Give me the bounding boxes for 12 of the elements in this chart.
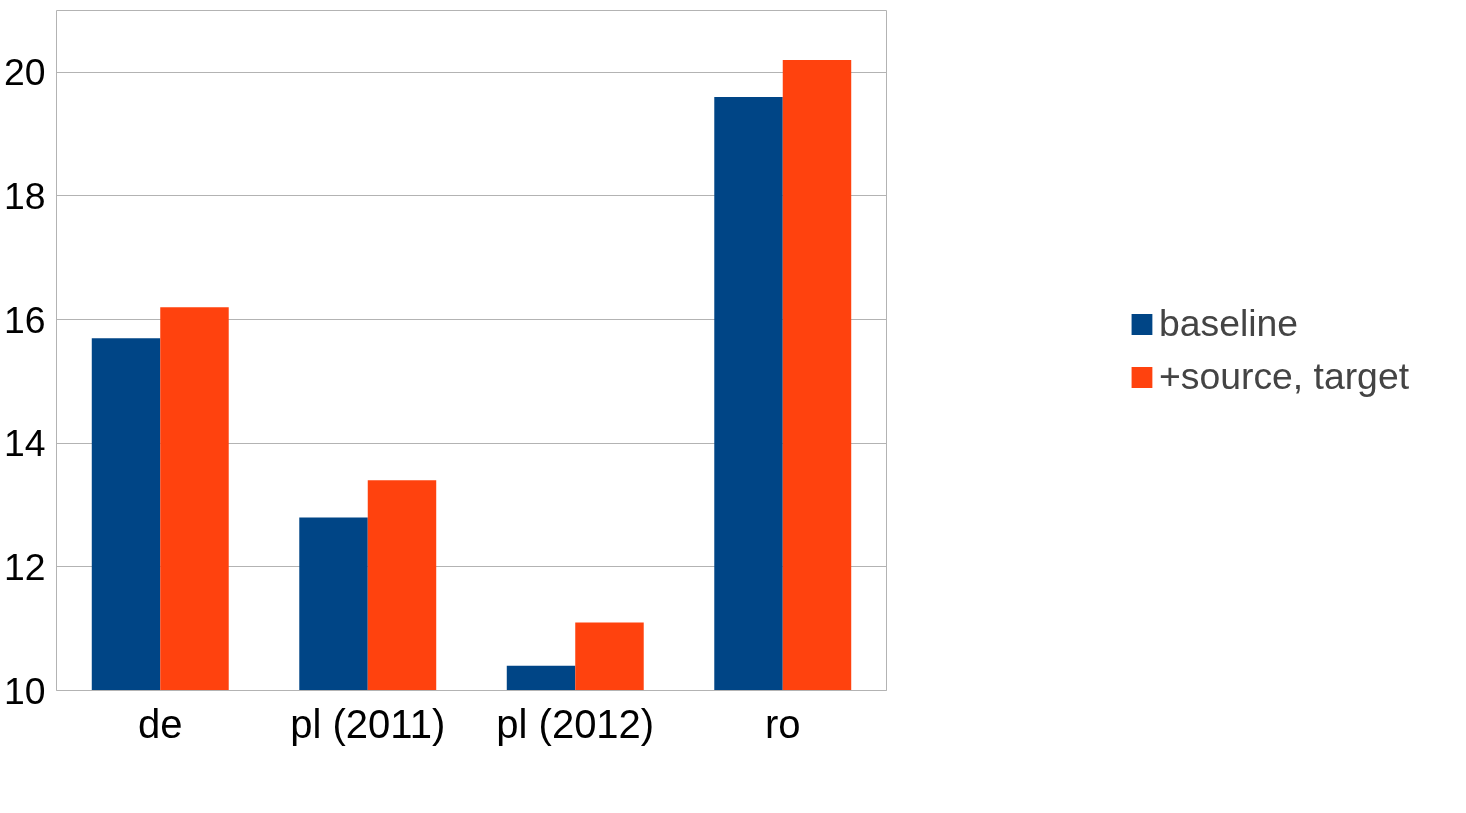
x-tick-label: pl (2012) <box>496 701 655 746</box>
legend-label: baseline <box>1158 302 1299 345</box>
y-tick-label: 16 <box>3 298 46 341</box>
x-tick-label: ro <box>764 701 801 746</box>
y-tick-label: 12 <box>3 545 46 588</box>
y-tick-label: 10 <box>3 669 46 712</box>
y-tick-label: 14 <box>3 422 46 465</box>
x-tick-label: de <box>138 701 183 746</box>
x-tick-label: pl (2011) <box>290 701 446 746</box>
y-tick-label: 20 <box>3 51 46 94</box>
legend-label: +source, target <box>1158 355 1410 398</box>
y-tick-label: 18 <box>3 174 46 217</box>
